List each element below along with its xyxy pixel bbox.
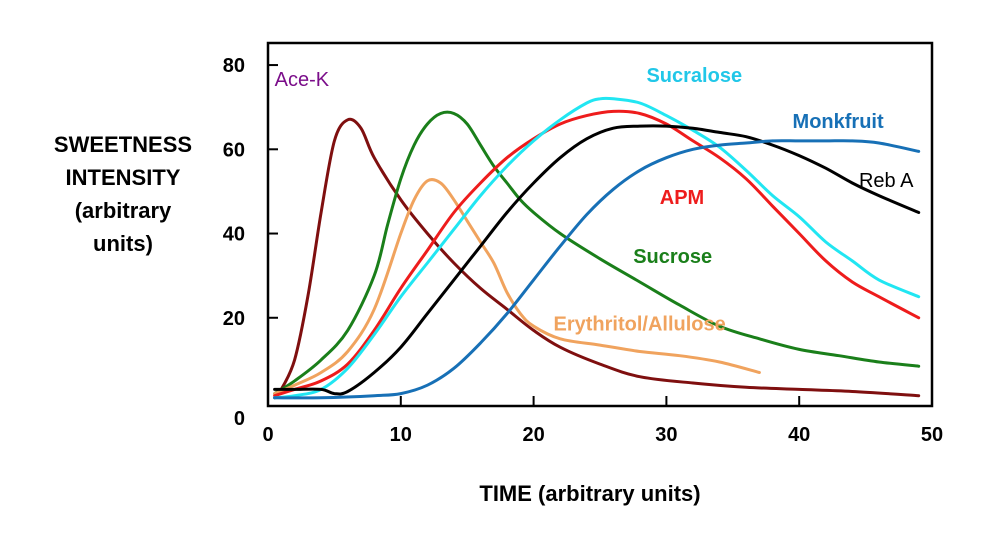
y-axis-title-line: INTENSITY bbox=[66, 165, 181, 190]
y-tick-label: 0 bbox=[234, 408, 245, 430]
x-tick-label: 10 bbox=[390, 424, 412, 446]
series-label-sucrose: Sucrose bbox=[633, 246, 712, 268]
y-axis-title-line: (arbitrary bbox=[75, 198, 172, 223]
y-tick-label: 80 bbox=[223, 55, 245, 77]
series-line-reb-a bbox=[273, 124, 921, 396]
x-tick-label: 50 bbox=[921, 424, 943, 446]
series-label-sucralose: Sucralose bbox=[646, 65, 742, 87]
plot-frame bbox=[266, 41, 934, 408]
y-axis-title-line: units) bbox=[93, 231, 153, 256]
series-label-monkfruit: Monkfruit bbox=[793, 111, 884, 133]
series-line-monkfruit bbox=[273, 139, 921, 400]
series-label-reb-a: Reb A bbox=[859, 170, 914, 192]
x-tick-label: 0 bbox=[262, 424, 273, 446]
series-label-ace-k: Ace-K bbox=[275, 69, 330, 91]
y-axis-title-line: SWEETNESS bbox=[54, 132, 192, 157]
series-label-apm: APM bbox=[660, 187, 704, 209]
series-labels: Ace-K Sucralose Monkfruit Reb A APM Sucrose Er… bbox=[275, 65, 914, 335]
y-axis-title: SWEETNESS INTENSITY (arbitrary units) bbox=[54, 132, 192, 256]
axis-tick-labels: 0 10 20 30 40 50 0 20 40 60 80 bbox=[223, 55, 943, 446]
series-line-apm bbox=[273, 109, 921, 398]
y-tick-label: 40 bbox=[223, 224, 245, 246]
y-tick-label: 20 bbox=[223, 308, 245, 330]
series-line-erythritol-allulose bbox=[273, 177, 761, 396]
axis-ticks bbox=[268, 64, 801, 406]
series-line-sucralose bbox=[273, 96, 921, 400]
x-tick-label: 40 bbox=[788, 424, 810, 446]
series-label-erythritol-allulose: Erythritol/Allulose bbox=[554, 313, 726, 335]
x-tick-label: 30 bbox=[655, 424, 677, 446]
x-tick-label: 20 bbox=[522, 424, 544, 446]
x-axis-title: TIME (arbitrary units) bbox=[479, 481, 700, 506]
series-lines bbox=[273, 96, 921, 400]
series-line-sucrose bbox=[273, 110, 921, 396]
series-line-ace-k bbox=[273, 117, 921, 400]
y-tick-label: 60 bbox=[223, 139, 245, 161]
